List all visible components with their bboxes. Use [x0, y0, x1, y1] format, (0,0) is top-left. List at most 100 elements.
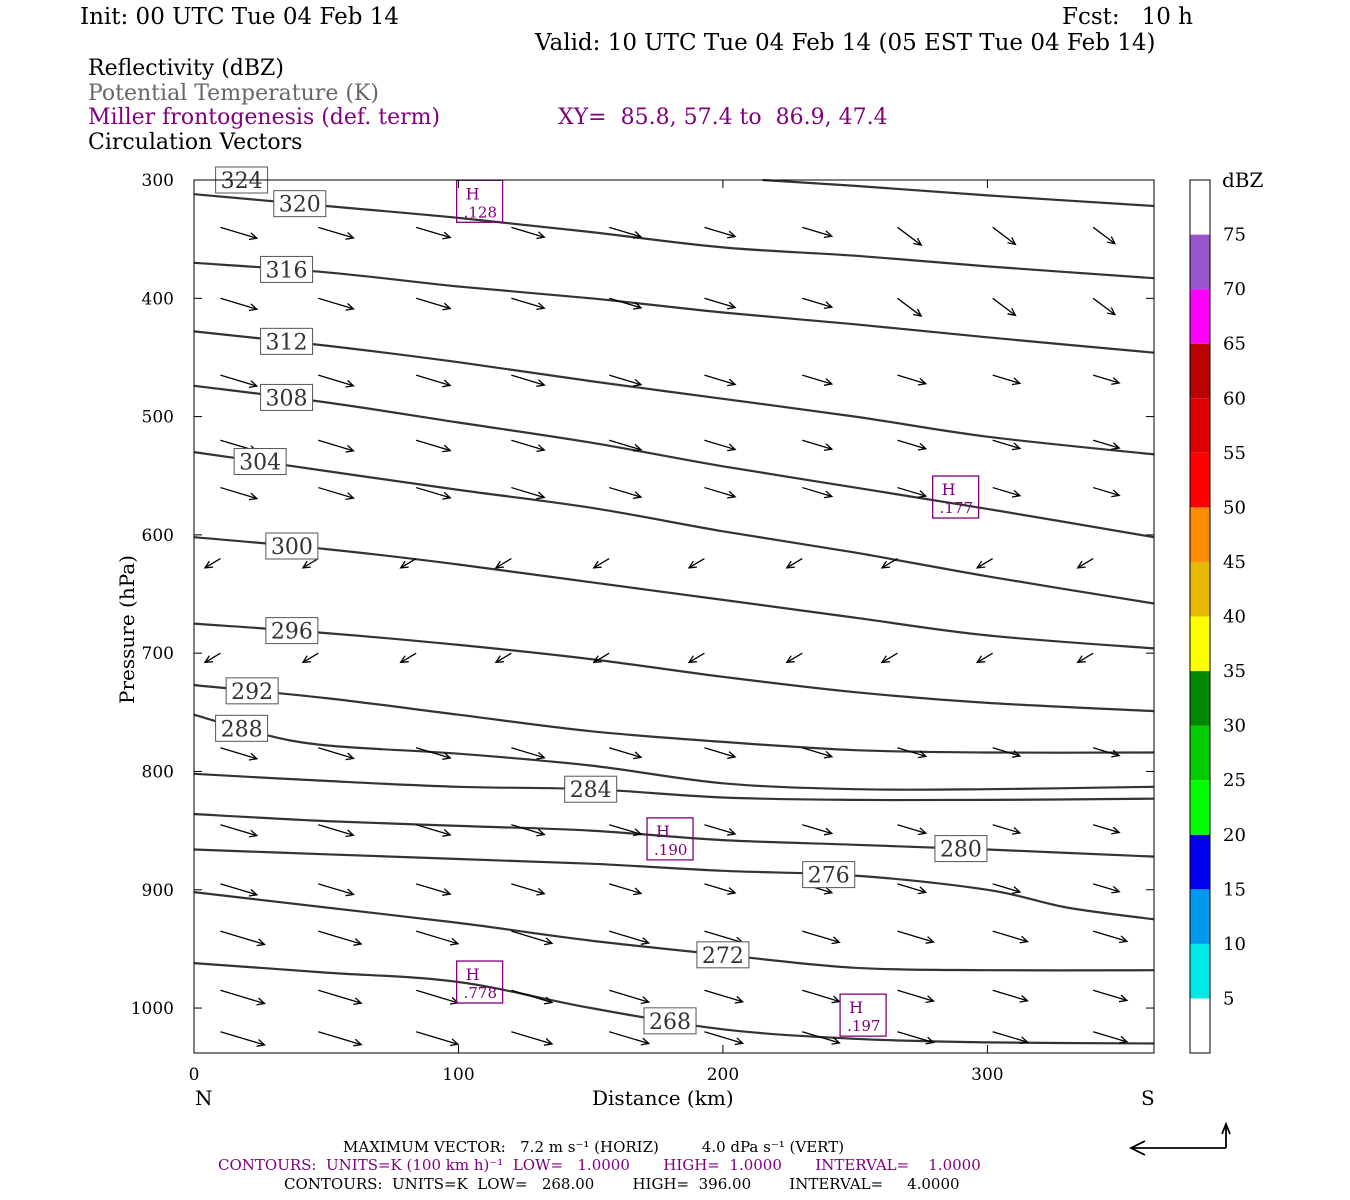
- colorbar-segment: [1190, 507, 1210, 562]
- contour-label-300: 300: [265, 532, 319, 560]
- circulation-vector: [511, 439, 546, 453]
- circulation-vector: [494, 557, 512, 569]
- colorbar-title: dBZ: [1222, 168, 1264, 192]
- colorbar-segment: [1190, 343, 1210, 399]
- legend-reflectivity: Reflectivity (dBZ): [88, 56, 284, 81]
- circulation-vector: [318, 297, 355, 311]
- circulation-vector: [897, 883, 928, 895]
- circulation-vector: [897, 747, 928, 759]
- circulation-vector: [609, 824, 643, 837]
- circulation-vector: [511, 883, 546, 896]
- circulation-vector: [220, 1031, 266, 1047]
- frontogenesis-max-value: .197: [847, 1017, 880, 1035]
- y-tick-label: 800: [142, 762, 174, 782]
- circulation-vector: [802, 374, 834, 386]
- circulation-vector: [992, 989, 1029, 1003]
- footer-contours-theta: CONTOURS: UNITS=K LOW= 268.00 HIGH= 396.…: [284, 1175, 960, 1193]
- circulation-vector: [609, 883, 643, 896]
- circulation-vector: [415, 747, 452, 760]
- circulation-vectors: [203, 226, 1129, 1047]
- contour-label-272: 272: [696, 941, 750, 969]
- circulation-vector: [1092, 930, 1129, 944]
- circulation-vector: [1092, 883, 1121, 894]
- circulation-vector: [704, 374, 737, 387]
- y-tick-label: 1000: [131, 999, 174, 1019]
- frontogenesis-max-778: H.778: [455, 960, 504, 1004]
- circulation-vector: [609, 226, 643, 239]
- circulation-vector: [1092, 989, 1129, 1003]
- theta-contour-316: [193, 261, 1155, 354]
- circulation-vector: [1092, 439, 1121, 450]
- plot-frame: [193, 179, 1155, 1054]
- colorbar-segment: [1190, 889, 1210, 944]
- colorbar: 5 10 15 20 25 30 35 40 45 50 55 60 65 70 75: [1189, 179, 1246, 1054]
- frontogenesis-max-190: H.190: [646, 817, 694, 861]
- frontogenesis-max-letter: H: [849, 998, 863, 1017]
- colorbar-segment: [1190, 561, 1210, 617]
- y-tick-label: 500: [142, 408, 174, 428]
- colorbar-segment: [1190, 180, 1210, 235]
- circulation-vector: [318, 989, 363, 1006]
- circulation-vector: [318, 439, 355, 453]
- footer-contours-frontogenesis: CONTOURS: UNITS=K (100 km h)⁻¹ LOW= 1.00…: [218, 1156, 981, 1174]
- circulation-vector: [203, 557, 221, 569]
- colorbar-segment: [1190, 998, 1210, 1053]
- circulation-vector: [992, 486, 1022, 498]
- circulation-vector: [704, 989, 745, 1004]
- x-axis-title: Distance (km): [592, 1086, 734, 1110]
- reference-vector-key: [1128, 1121, 1231, 1156]
- circulation-vector: [897, 824, 928, 836]
- circulation-vector: [318, 930, 363, 946]
- circulation-vector: [609, 486, 643, 500]
- circulation-vector: [415, 824, 452, 837]
- colorbar-segment: [1190, 834, 1210, 890]
- circulation-vector: [220, 930, 266, 947]
- circulation-vector: [415, 486, 452, 500]
- circulation-vector: [897, 486, 928, 498]
- colorbar-level-label: 65: [1223, 334, 1246, 355]
- circulation-vector: [897, 989, 935, 1004]
- circulation-vector: [975, 557, 994, 569]
- frontogenesis-max-letter: H: [466, 965, 480, 984]
- circulation-vector: [511, 747, 546, 760]
- colorbar-segment: [1190, 725, 1210, 781]
- frontogenesis-max-letter: H: [942, 480, 956, 499]
- theta-contour-320: [193, 193, 1155, 280]
- contour-label-284: 284: [564, 775, 618, 803]
- circulation-vector: [1092, 374, 1121, 385]
- contour-label-text: 268: [649, 1010, 691, 1035]
- contour-label-text: 296: [271, 620, 313, 645]
- colorbar-segment: [1190, 671, 1210, 726]
- colorbar-segment: [1190, 943, 1210, 999]
- frontogenesis-max-128: H.128: [455, 179, 504, 223]
- circulation-vector: [704, 297, 737, 310]
- contour-label-text: 280: [940, 838, 982, 863]
- colorbar-level-label: 20: [1223, 825, 1246, 846]
- circulation-vector: [785, 652, 803, 664]
- circulation-vector: [203, 652, 221, 664]
- circulation-vector: [609, 1031, 651, 1046]
- circulation-vector: [511, 226, 546, 240]
- circulation-vector: [415, 930, 460, 946]
- circulation-vector: [318, 486, 355, 501]
- contour-label-304: 304: [233, 448, 287, 476]
- circulation-vector: [975, 652, 994, 664]
- circulation-vector: [1092, 297, 1117, 316]
- circulation-vector: [992, 883, 1022, 894]
- x-axis-south-label: S: [1141, 1086, 1155, 1110]
- circulation-vector: [897, 439, 928, 451]
- forecast-hour: Fcst: 10 h: [1062, 4, 1193, 30]
- frontogenesis-max-value: .190: [654, 841, 687, 859]
- contour-label-text: 300: [271, 535, 313, 560]
- circulation-vector: [704, 824, 737, 836]
- circulation-vector: [897, 374, 928, 386]
- theta-contour-292: [193, 684, 1155, 754]
- contour-label-288: 288: [215, 714, 269, 742]
- circulation-vector: [992, 747, 1022, 758]
- circulation-vector: [992, 439, 1022, 451]
- contour-label-text: 288: [221, 717, 263, 742]
- circulation-vector: [318, 747, 355, 761]
- contour-label-text: 272: [702, 944, 744, 969]
- contour-label-text: 284: [570, 778, 612, 803]
